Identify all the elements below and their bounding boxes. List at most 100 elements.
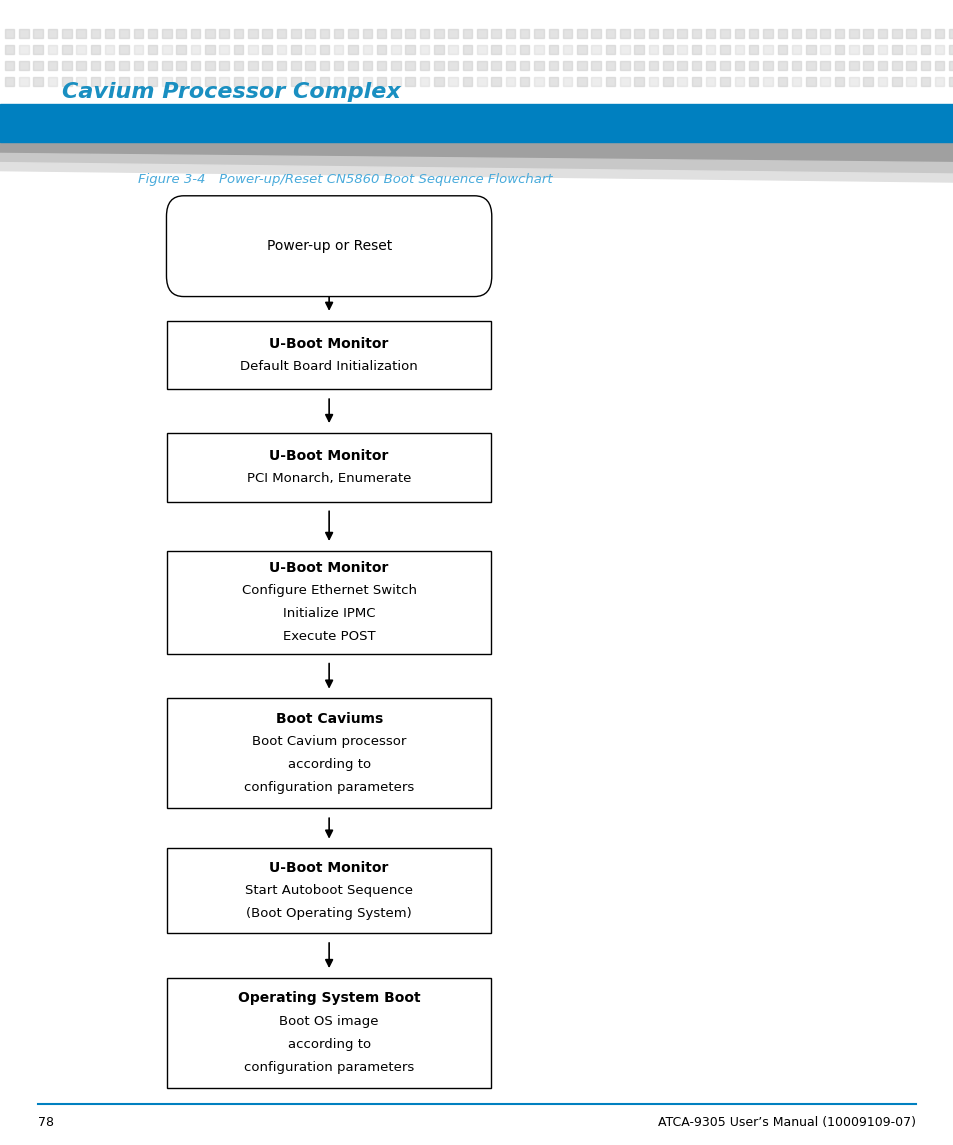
Bar: [691, 45, 700, 54]
Bar: [33, 61, 43, 70]
Bar: [448, 29, 457, 38]
Bar: [891, 77, 901, 86]
Bar: [176, 77, 186, 86]
Polygon shape: [0, 142, 953, 163]
Bar: [619, 61, 629, 70]
Bar: [419, 45, 429, 54]
Bar: [534, 45, 543, 54]
Text: (Boot Operating System): (Boot Operating System): [246, 907, 412, 921]
Bar: [848, 45, 858, 54]
Bar: [548, 61, 558, 70]
Bar: [167, 698, 491, 808]
Bar: [262, 45, 272, 54]
Bar: [48, 77, 57, 86]
Bar: [562, 45, 572, 54]
Bar: [33, 77, 43, 86]
Bar: [334, 29, 343, 38]
Bar: [691, 61, 700, 70]
Bar: [605, 61, 615, 70]
Bar: [948, 77, 953, 86]
Bar: [834, 45, 843, 54]
Bar: [334, 77, 343, 86]
Bar: [391, 77, 400, 86]
Bar: [591, 45, 600, 54]
Bar: [619, 77, 629, 86]
Bar: [519, 45, 529, 54]
Bar: [133, 77, 143, 86]
Bar: [119, 77, 129, 86]
Bar: [577, 45, 586, 54]
Text: Start Autoboot Sequence: Start Autoboot Sequence: [245, 884, 413, 898]
Bar: [334, 45, 343, 54]
Bar: [119, 61, 129, 70]
Text: U-Boot Monitor: U-Boot Monitor: [269, 861, 389, 875]
Text: U-Boot Monitor: U-Boot Monitor: [269, 449, 389, 463]
Text: Power-up/Reset CN5860 Boot Sequence Flowchart: Power-up/Reset CN5860 Boot Sequence Flow…: [219, 173, 553, 187]
Bar: [462, 45, 472, 54]
Text: U-Boot Monitor: U-Boot Monitor: [269, 337, 389, 350]
Bar: [105, 77, 114, 86]
Bar: [905, 29, 915, 38]
Bar: [305, 61, 314, 70]
Text: Boot Caviums: Boot Caviums: [275, 712, 382, 726]
Bar: [891, 45, 901, 54]
Bar: [834, 77, 843, 86]
Bar: [534, 61, 543, 70]
Bar: [19, 77, 29, 86]
Bar: [877, 45, 886, 54]
Bar: [476, 45, 486, 54]
Bar: [491, 29, 500, 38]
Bar: [348, 77, 357, 86]
Bar: [148, 29, 157, 38]
Bar: [934, 29, 943, 38]
Bar: [376, 45, 386, 54]
Bar: [791, 61, 801, 70]
Bar: [76, 61, 86, 70]
Bar: [634, 61, 643, 70]
Bar: [805, 61, 815, 70]
Text: configuration parameters: configuration parameters: [244, 781, 414, 795]
Bar: [648, 77, 658, 86]
Bar: [105, 61, 114, 70]
Bar: [534, 29, 543, 38]
Bar: [291, 45, 300, 54]
Bar: [948, 29, 953, 38]
Bar: [348, 45, 357, 54]
Bar: [948, 61, 953, 70]
Bar: [376, 77, 386, 86]
Bar: [705, 77, 715, 86]
Bar: [319, 77, 329, 86]
Bar: [691, 77, 700, 86]
Bar: [634, 45, 643, 54]
Bar: [91, 29, 100, 38]
Bar: [634, 77, 643, 86]
Bar: [76, 45, 86, 54]
Text: according to: according to: [287, 1037, 371, 1051]
Bar: [405, 77, 415, 86]
Bar: [691, 29, 700, 38]
Bar: [820, 77, 829, 86]
Bar: [562, 61, 572, 70]
Bar: [19, 61, 29, 70]
Bar: [662, 61, 672, 70]
Text: PCI Monarch, Enumerate: PCI Monarch, Enumerate: [247, 472, 411, 485]
Bar: [791, 29, 801, 38]
Bar: [133, 45, 143, 54]
Bar: [705, 45, 715, 54]
Bar: [205, 45, 214, 54]
Text: according to: according to: [287, 758, 371, 772]
Bar: [748, 61, 758, 70]
Bar: [891, 61, 901, 70]
Bar: [348, 61, 357, 70]
Bar: [534, 77, 543, 86]
Text: Operating System Boot: Operating System Boot: [237, 992, 420, 1005]
Bar: [233, 45, 243, 54]
Bar: [219, 29, 229, 38]
Bar: [862, 29, 872, 38]
Bar: [133, 61, 143, 70]
Bar: [105, 45, 114, 54]
Bar: [505, 29, 515, 38]
Bar: [605, 45, 615, 54]
Text: U-Boot Monitor: U-Boot Monitor: [269, 561, 389, 575]
Text: Power-up or Reset: Power-up or Reset: [266, 239, 392, 253]
